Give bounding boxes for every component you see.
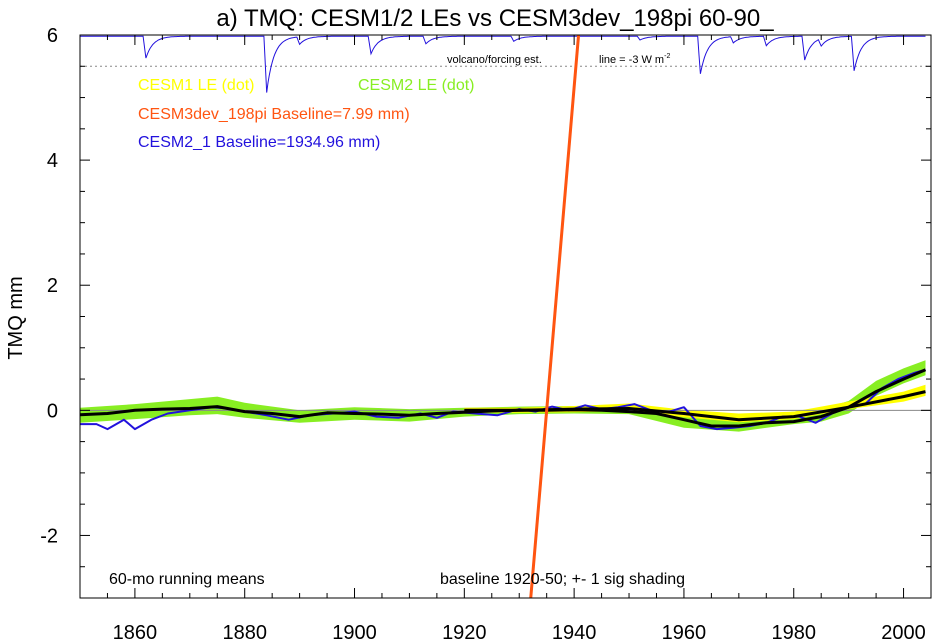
forcing-line-superscript: -2: [664, 53, 670, 60]
legend-cesm1-le: CESM1 LE (dot): [138, 77, 254, 94]
series-line-cesm3dev: [529, 35, 581, 598]
chart-title: a) TMQ: CESM1/2 LEs vs CESM3dev_198pi 60…: [216, 5, 774, 32]
y-tick-label: 6: [47, 25, 58, 47]
series-mean-cesm2-le: [80, 368, 927, 428]
legend-cesm3dev: CESM3dev_198pi Baseline=7.99 mm): [138, 106, 410, 123]
y-tick-label: 2: [47, 275, 58, 297]
volcano-forcing-line: [80, 35, 926, 93]
forcing-line-text: line = -3 W m: [599, 54, 664, 66]
y-tick-label: 0: [47, 400, 58, 422]
spread-band-cesm2-le: [80, 360, 926, 432]
x-tick-label: 2000: [881, 622, 926, 641]
axes: 1860 1880 1900 1920 1940 1960 1980 2000 -2 0 2 4 6: [40, 25, 932, 641]
x-tick-label: 1980: [771, 622, 816, 641]
volcano-trace: [80, 35, 926, 93]
legend-cesm2-1: CESM2_1 Baseline=1934.96 mm): [138, 134, 380, 151]
x-tick-label: 1880: [222, 622, 267, 641]
y-tick-label: -2: [40, 525, 58, 547]
x-tick-label: 1860: [113, 622, 158, 641]
baseline-note: baseline 1920-50; +- 1 sig shading: [440, 571, 685, 588]
x-tick-label: 1900: [332, 622, 377, 641]
running-means-note: 60-mo running means: [109, 571, 265, 588]
x-tick-label: 1960: [662, 622, 707, 641]
x-tick-label: 1940: [552, 622, 597, 641]
forcing-line-annotation: line = -3 W m-2: [599, 53, 670, 66]
series-lines: [80, 35, 927, 598]
x-tick-label: 1920: [442, 622, 487, 641]
y-tick-label: 4: [47, 150, 58, 172]
legend-cesm2-le: CESM2 LE (dot): [358, 77, 474, 94]
y-axis-label: TMQ mm: [5, 276, 27, 359]
volcano-annotation: volcano/forcing est.: [447, 54, 542, 66]
